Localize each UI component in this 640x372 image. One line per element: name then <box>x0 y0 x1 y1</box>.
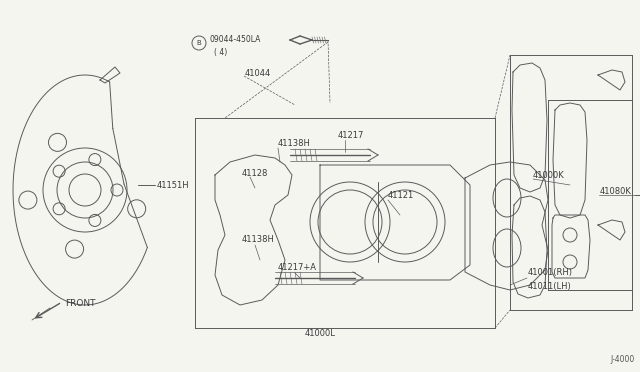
Text: 41151H: 41151H <box>157 180 189 189</box>
Text: 41000L: 41000L <box>305 328 335 337</box>
Text: 41044: 41044 <box>245 68 271 77</box>
Text: 41000K: 41000K <box>533 170 564 180</box>
Text: 41128: 41128 <box>242 169 268 177</box>
Text: 41011(LH): 41011(LH) <box>528 282 572 291</box>
Text: 41217: 41217 <box>338 131 364 140</box>
Text: ( 4): ( 4) <box>214 48 227 57</box>
Text: J-4000: J-4000 <box>610 356 634 365</box>
Text: 41138H: 41138H <box>278 138 311 148</box>
Text: B: B <box>196 40 202 46</box>
Text: 41001(RH): 41001(RH) <box>528 269 573 278</box>
Text: FRONT: FRONT <box>65 298 95 308</box>
Text: 41138H: 41138H <box>242 235 275 244</box>
Text: 41121: 41121 <box>388 192 414 201</box>
Text: 41080K: 41080K <box>600 187 632 196</box>
Text: 41217+A: 41217+A <box>278 263 317 273</box>
Text: 09044-450LA: 09044-450LA <box>210 35 261 45</box>
